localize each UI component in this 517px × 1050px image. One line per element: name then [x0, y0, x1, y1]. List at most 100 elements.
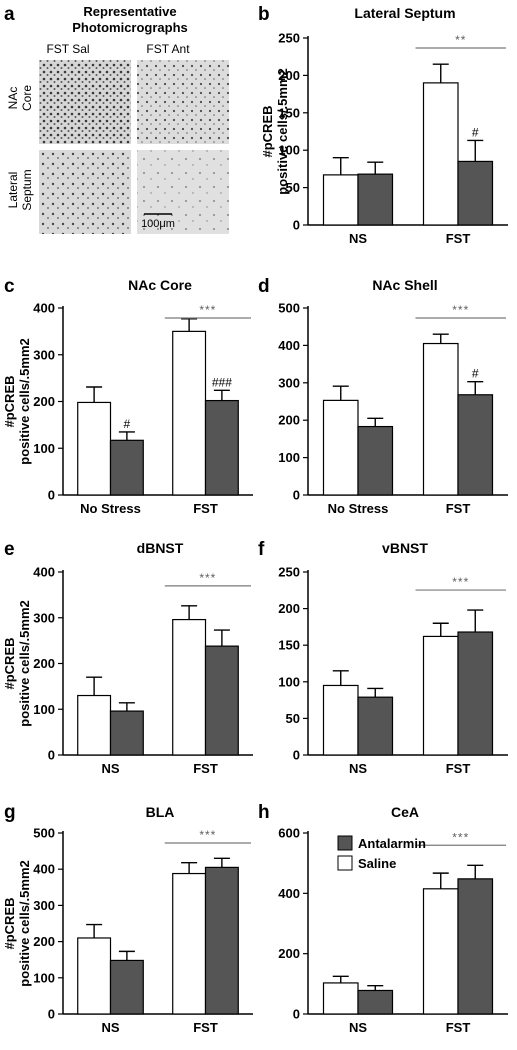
y-tick-label: 400 [278, 886, 300, 901]
panel-label-e: e [4, 539, 15, 560]
x-category-label: NS [349, 761, 367, 776]
panel-label-d: d [258, 276, 270, 297]
bar-antalarmin [109, 710, 144, 756]
comparison-mark: # [472, 125, 479, 139]
legend: Antalarmin Saline [337, 835, 426, 871]
micrograph-panel: a Representative Photomicrographs FST Sa… [4, 4, 229, 234]
micrograph-ls-antalarmin [137, 150, 229, 234]
y-tick-label: 0 [293, 218, 300, 233]
panel-label-f: f [258, 539, 265, 560]
micrograph-row-nac-line2: Core [20, 85, 34, 111]
chart-panel-d: d NAc Shell 0 100 200 300 400 500 No Stress FST # *… [258, 276, 508, 516]
legend-label-antalarmin: Antalarmin [358, 836, 426, 851]
y-axis-label-line1: #pCREB [260, 105, 275, 157]
bar-antalarmin [357, 989, 394, 1015]
bar-antalarmin [357, 696, 394, 756]
panel-label-b: b [258, 4, 270, 25]
y-tick-label: 300 [33, 347, 55, 362]
x-category-label: FST [446, 501, 471, 516]
comparison-mark: ### [212, 375, 232, 389]
x-category-label: NS [349, 231, 367, 246]
significance-mark: *** [452, 303, 469, 317]
significance-mark: ** [455, 33, 466, 47]
bar-saline [77, 694, 112, 756]
micrograph-row-ls-line2: Septum [20, 169, 34, 210]
bar-antalarmin [357, 173, 394, 226]
significance-mark: *** [199, 828, 216, 842]
x-category-label: No Stress [328, 501, 389, 516]
panel-label-h: h [258, 802, 270, 823]
chart-panel-c: c NAc Core #pCREB positive cells/.5mm2 0 100 2… [2, 276, 253, 516]
chart-title: NAc Core [128, 277, 192, 293]
y-tick-label: 50 [286, 711, 300, 726]
bar-antalarmin [457, 631, 494, 756]
chart-title: CeA [391, 804, 419, 820]
legend-swatch-antalarmin [337, 835, 353, 851]
y-tick-label: 200 [278, 946, 300, 961]
chart-title: NAc Shell [372, 277, 437, 293]
y-tick-label: 0 [293, 1007, 300, 1022]
y-tick-label: 100 [33, 970, 55, 985]
bar-saline [322, 684, 359, 756]
y-tick-label: 100 [278, 674, 300, 689]
chart-title: Lateral Septum [354, 5, 455, 21]
y-tick-label: 400 [33, 301, 55, 316]
scale-bar-label: 100μm [141, 218, 175, 230]
x-category-label: FST [446, 761, 471, 776]
x-category-label: NS [349, 1020, 367, 1035]
y-tick-label: 200 [33, 656, 55, 671]
y-tick-label: 250 [278, 565, 300, 580]
bar-saline [422, 342, 459, 496]
x-category-label: FST [446, 231, 471, 246]
y-tick-label: 400 [278, 338, 300, 353]
bar-saline [322, 174, 359, 226]
bar-antalarmin [109, 959, 144, 1015]
bar-saline [172, 330, 207, 496]
bar-antalarmin [204, 645, 239, 756]
micrograph-row-ls-line1: Lateral [6, 172, 20, 209]
bar-saline [422, 888, 459, 1015]
panel-label-g: g [4, 802, 16, 823]
y-tick-label: 500 [33, 826, 55, 841]
significance-mark: *** [452, 830, 469, 844]
y-axis-label-line1: #pCREB [2, 897, 17, 949]
bar-antalarmin [204, 399, 239, 496]
x-category-label: FST [446, 1020, 471, 1035]
y-tick-label: 0 [293, 488, 300, 503]
y-tick-label: 200 [33, 394, 55, 409]
y-tick-label: 300 [33, 898, 55, 913]
y-axis-label-line1: #pCREB [2, 375, 17, 427]
y-tick-label: 100 [278, 450, 300, 465]
y-tick-label: 100 [33, 441, 55, 456]
bar-saline [422, 82, 459, 226]
y-tick-label: 0 [48, 488, 55, 503]
y-tick-label: 600 [278, 826, 300, 841]
y-tick-label: 200 [278, 601, 300, 616]
y-tick-label: 300 [33, 610, 55, 625]
bar-antalarmin [457, 394, 494, 496]
bar-saline [322, 399, 359, 496]
bar-antalarmin [457, 878, 494, 1015]
chart-panel-f: f vBNST 0 50 100 150 200 250 NS FST *** [258, 539, 508, 776]
x-category-label: NS [101, 1020, 119, 1035]
x-category-label: FST [193, 1020, 218, 1035]
y-tick-label: 100 [33, 702, 55, 717]
y-tick-label: 150 [278, 638, 300, 653]
y-tick-label: 400 [33, 862, 55, 877]
bar-saline [77, 937, 112, 1015]
micrograph-ls-saline [39, 150, 131, 234]
y-tick-label: 0 [293, 748, 300, 763]
x-category-label: NS [101, 761, 119, 776]
panel-label-c: c [4, 276, 15, 297]
bar-saline [322, 982, 359, 1015]
chart-panel-g: g BLA #pCREB positive cells/.5mm2 0 100 200 300… [2, 802, 253, 1035]
bar-saline [172, 618, 207, 756]
x-category-label: FST [193, 761, 218, 776]
chart-panel-h: h CeA 0 200 400 600 NS FST *** [258, 802, 508, 1035]
significance-mark: *** [199, 303, 216, 317]
bar-saline [422, 635, 459, 756]
micrograph-row-nac-line1: NAc [6, 87, 20, 110]
y-axis-label-line2: positive cells/.5mm2 [17, 860, 32, 986]
y-tick-label: 50 [286, 180, 300, 195]
